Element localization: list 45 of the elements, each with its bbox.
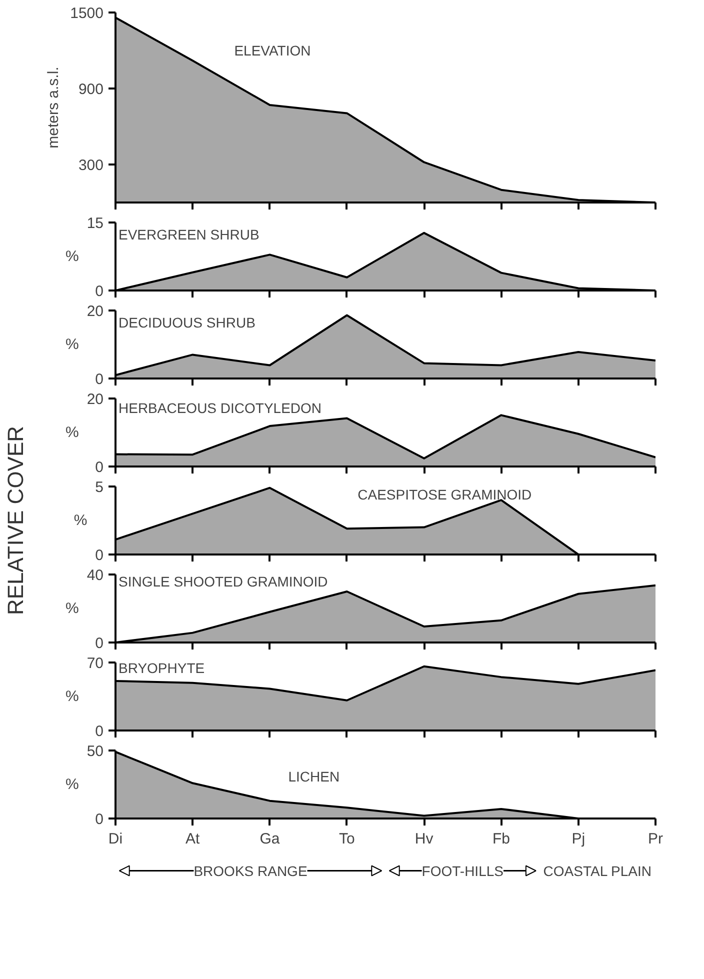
y-tick-label: 0: [95, 811, 104, 828]
x-tick-label: Pj: [572, 830, 586, 848]
x-tick-label: Ga: [260, 830, 280, 848]
y-tick-label: 0: [95, 723, 104, 740]
text: RELATIVE COVER: [3, 426, 28, 616]
chart-title: SINGLE SHOOTED GRAMINOID: [118, 573, 328, 590]
text: FOOT-HILLS: [422, 862, 504, 879]
y-tick-label: 1500: [70, 5, 104, 22]
chart-title: CAESPITOSE GRAMINOID: [358, 486, 532, 503]
y-axis-title: %: [65, 688, 79, 705]
chart-title: BRYOPHYTE: [118, 660, 205, 676]
y-tick-label: 20: [86, 391, 104, 408]
y-axis-title: %: [65, 248, 79, 265]
y-axis-title: %: [74, 512, 88, 529]
y-tick-label: 20: [86, 303, 104, 320]
x-tick-label: To: [339, 830, 355, 848]
y-tick-label: 15: [86, 215, 104, 232]
chart-title: HERBACEOUS DICOTYLEDON: [118, 400, 322, 416]
text: LICHEN: [288, 768, 340, 784]
y-tick-label: 50: [86, 743, 104, 760]
y-tick-label: 40: [86, 567, 104, 584]
y-tick-label: 900: [78, 81, 104, 98]
y-tick-label: 70: [86, 655, 104, 672]
y-tick-label: 300: [78, 157, 104, 174]
y-axis-title: %: [65, 336, 79, 353]
x-tick-label: Hv: [414, 830, 434, 848]
text: ELEVATION: [234, 42, 311, 58]
x-tick-label: Pr: [648, 830, 664, 848]
y-axis-title: %: [65, 600, 79, 617]
x-tick-label: At: [186, 830, 201, 848]
y-tick-label: 0: [95, 371, 104, 388]
y-tick-label: 5: [95, 479, 104, 496]
x-tick-label: Di: [108, 830, 123, 848]
text: BROOKS RANGE: [194, 862, 308, 879]
y-tick-label: 0: [95, 459, 104, 476]
y-tick-label: 0: [95, 547, 104, 564]
x-tick-label: Fb: [492, 830, 510, 848]
y-tick-label: 0: [95, 635, 104, 652]
chart-title: EVERGREEN SHRUB: [118, 226, 260, 243]
y-axis-title: meters a.s.l.: [45, 66, 62, 148]
y-axis-title: %: [65, 424, 79, 441]
text: COASTAL PLAIN: [543, 862, 652, 879]
y-tick-label: 0: [95, 283, 104, 300]
chart-title: DECIDUOUS SHRUB: [118, 314, 256, 331]
y-axis-title: %: [65, 776, 79, 793]
